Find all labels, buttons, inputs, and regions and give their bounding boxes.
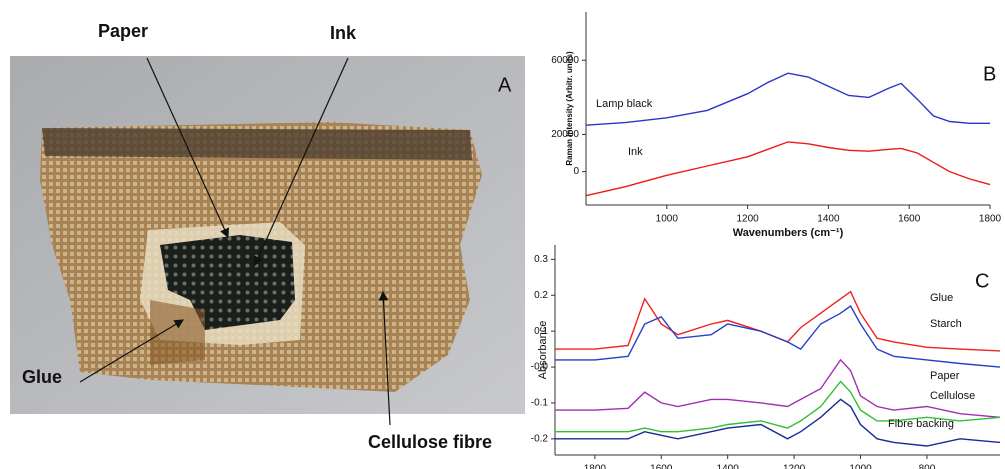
series-line	[555, 398, 1001, 447]
series-label: Glue	[930, 292, 953, 304]
series-label: Paper	[930, 370, 960, 382]
charts: 1000 1200 1400 1600 1800 0 20000 60000 Wavenumbe…	[531, 12, 1002, 469]
x-tick-label: 1200	[736, 214, 759, 225]
y-tick-label: 0.1	[534, 326, 548, 337]
x-tick-label: 1400	[717, 464, 740, 469]
x-tick-label: 1000	[849, 464, 872, 469]
x-tick-label: 1200	[783, 464, 806, 469]
panel-label: A	[498, 74, 512, 96]
x-tick-label: 1800	[584, 464, 607, 469]
y-tick-label: -0.2	[531, 433, 549, 444]
x-tick-label: 1600	[898, 214, 921, 225]
series-label: Starch	[930, 318, 962, 330]
y-tick-label: -0.1	[531, 398, 549, 409]
y-tick-label: 0.2	[534, 290, 548, 301]
x-tick-label: 1600	[650, 464, 673, 469]
series-line	[555, 358, 1001, 418]
x-axis-title: Wavenumbers (cm⁻¹)	[733, 227, 844, 239]
series-label: Cellulose	[930, 390, 975, 402]
photo	[10, 56, 525, 414]
panel-label: C	[975, 270, 989, 292]
x-tick-label: 1000	[656, 214, 679, 225]
y-axis-title: Absorbance	[537, 321, 549, 380]
y-tick-label: -0.0	[531, 362, 549, 373]
photo-label: Paper	[98, 21, 148, 41]
series-line	[585, 141, 991, 197]
series-line	[555, 304, 1001, 368]
series-line	[555, 290, 1001, 352]
series-label: Fibre backing	[888, 418, 954, 430]
x-tick-label: 1800	[979, 214, 1002, 225]
series-line	[585, 72, 990, 126]
y-tick-label: 20000	[551, 129, 579, 140]
y-tick-label: 0	[573, 166, 579, 177]
series-label: Ink	[628, 146, 643, 158]
photo-label: Cellulose fibre	[368, 432, 492, 452]
y-axis-title: Raman Intensity (Arbitr. units)	[565, 51, 574, 166]
y-tick-label: 60000	[551, 55, 579, 66]
photo-label: Glue	[22, 367, 62, 387]
series-label: Lamp black	[596, 98, 653, 110]
arrows	[79, 57, 391, 426]
y-tick-label: 0.3	[534, 254, 548, 265]
x-tick-label: 1400	[817, 214, 840, 225]
photo-label: Ink	[330, 23, 357, 43]
panel-label: B	[983, 63, 996, 85]
x-tick-label: 800	[919, 464, 936, 469]
series-line	[555, 380, 1001, 433]
